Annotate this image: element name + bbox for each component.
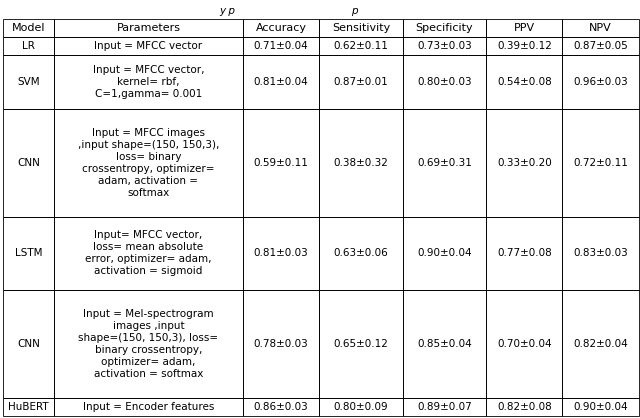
Bar bbox=[243, 217, 319, 290]
Text: LSTM: LSTM bbox=[15, 248, 42, 258]
Text: Input = MFCC vector: Input = MFCC vector bbox=[94, 41, 202, 51]
Text: Model: Model bbox=[12, 23, 45, 33]
Bar bbox=[54, 19, 243, 37]
Bar bbox=[403, 37, 486, 55]
Bar bbox=[243, 109, 319, 217]
Text: 0.82±0.08: 0.82±0.08 bbox=[497, 402, 552, 412]
Text: Input= MFCC vector,
loss= mean absolute
error, optimizer= adam,
activation = sig: Input= MFCC vector, loss= mean absolute … bbox=[85, 230, 212, 276]
Text: NPV: NPV bbox=[589, 23, 612, 33]
Text: 0.70±0.04: 0.70±0.04 bbox=[497, 339, 552, 349]
Text: 0.81±0.03: 0.81±0.03 bbox=[253, 248, 308, 258]
Bar bbox=[3, 109, 54, 217]
Text: 0.96±0.03: 0.96±0.03 bbox=[573, 77, 628, 87]
Text: y p                                    p: y p p bbox=[220, 6, 420, 16]
Text: Input = Encoder features: Input = Encoder features bbox=[83, 402, 214, 412]
Bar bbox=[319, 37, 403, 55]
Bar bbox=[243, 290, 319, 398]
Bar bbox=[563, 109, 639, 217]
Bar bbox=[563, 55, 639, 109]
Text: 0.87±0.01: 0.87±0.01 bbox=[333, 77, 388, 87]
Text: Sensitivity: Sensitivity bbox=[332, 23, 390, 33]
Text: Accuracy: Accuracy bbox=[255, 23, 307, 33]
Text: 0.69±0.31: 0.69±0.31 bbox=[417, 158, 472, 168]
Bar bbox=[3, 55, 54, 109]
Bar bbox=[54, 109, 243, 217]
Bar bbox=[403, 109, 486, 217]
Text: CNN: CNN bbox=[17, 339, 40, 349]
Bar bbox=[563, 37, 639, 55]
Bar bbox=[319, 55, 403, 109]
Bar bbox=[319, 109, 403, 217]
Text: 0.39±0.12: 0.39±0.12 bbox=[497, 41, 552, 51]
Bar bbox=[486, 37, 563, 55]
Text: 0.72±0.11: 0.72±0.11 bbox=[573, 158, 628, 168]
Bar bbox=[54, 398, 243, 416]
Text: 0.81±0.04: 0.81±0.04 bbox=[253, 77, 308, 87]
Text: 0.87±0.05: 0.87±0.05 bbox=[573, 41, 628, 51]
Bar bbox=[403, 19, 486, 37]
Bar bbox=[486, 19, 563, 37]
Bar bbox=[319, 217, 403, 290]
Bar bbox=[54, 217, 243, 290]
Text: 0.85±0.04: 0.85±0.04 bbox=[417, 339, 472, 349]
Bar bbox=[3, 37, 54, 55]
Text: PPV: PPV bbox=[514, 23, 535, 33]
Bar bbox=[243, 37, 319, 55]
Text: 0.77±0.08: 0.77±0.08 bbox=[497, 248, 552, 258]
Text: 0.59±0.11: 0.59±0.11 bbox=[253, 158, 308, 168]
Text: 0.71±0.04: 0.71±0.04 bbox=[253, 41, 308, 51]
Text: 0.86±0.03: 0.86±0.03 bbox=[253, 402, 308, 412]
Bar bbox=[486, 109, 563, 217]
Text: Specificity: Specificity bbox=[415, 23, 473, 33]
Text: 0.90±0.04: 0.90±0.04 bbox=[417, 248, 472, 258]
Text: Input = Mel-spectrogram
images ,input
shape=(150, 150,3), loss=
binary crossentr: Input = Mel-spectrogram images ,input sh… bbox=[78, 309, 218, 379]
Text: 0.78±0.03: 0.78±0.03 bbox=[253, 339, 308, 349]
Text: Parameters: Parameters bbox=[116, 23, 180, 33]
Text: 0.82±0.04: 0.82±0.04 bbox=[573, 339, 628, 349]
Text: SVM: SVM bbox=[17, 77, 40, 87]
Text: 0.80±0.09: 0.80±0.09 bbox=[333, 402, 388, 412]
Bar bbox=[54, 55, 243, 109]
Bar bbox=[3, 217, 54, 290]
Bar bbox=[319, 19, 403, 37]
Bar bbox=[563, 398, 639, 416]
Bar bbox=[403, 55, 486, 109]
Text: 0.62±0.11: 0.62±0.11 bbox=[333, 41, 388, 51]
Text: 0.73±0.03: 0.73±0.03 bbox=[417, 41, 472, 51]
Bar bbox=[243, 19, 319, 37]
Bar bbox=[486, 55, 563, 109]
Bar bbox=[486, 398, 563, 416]
Bar bbox=[54, 290, 243, 398]
Bar bbox=[54, 37, 243, 55]
Text: 0.63±0.06: 0.63±0.06 bbox=[333, 248, 388, 258]
Text: 0.65±0.12: 0.65±0.12 bbox=[333, 339, 388, 349]
Bar bbox=[563, 217, 639, 290]
Text: 0.90±0.04: 0.90±0.04 bbox=[573, 402, 628, 412]
Bar bbox=[486, 217, 563, 290]
Text: 0.54±0.08: 0.54±0.08 bbox=[497, 77, 552, 87]
Bar bbox=[486, 290, 563, 398]
Bar bbox=[403, 290, 486, 398]
Text: 0.89±0.07: 0.89±0.07 bbox=[417, 402, 472, 412]
Bar bbox=[319, 290, 403, 398]
Text: Input = MFCC images
,input shape=(150, 150,3),
loss= binary
crossentropy, optimi: Input = MFCC images ,input shape=(150, 1… bbox=[78, 128, 219, 198]
Text: Input = MFCC vector,
kernel= rbf,
C=1,gamma= 0.001: Input = MFCC vector, kernel= rbf, C=1,ga… bbox=[93, 65, 204, 99]
Bar bbox=[403, 398, 486, 416]
Bar bbox=[3, 19, 54, 37]
Text: 0.38±0.32: 0.38±0.32 bbox=[333, 158, 388, 168]
Bar bbox=[403, 217, 486, 290]
Bar bbox=[243, 398, 319, 416]
Bar bbox=[563, 19, 639, 37]
Text: CNN: CNN bbox=[17, 158, 40, 168]
Bar bbox=[3, 398, 54, 416]
Text: HuBERT: HuBERT bbox=[8, 402, 49, 412]
Bar bbox=[563, 290, 639, 398]
Bar bbox=[319, 398, 403, 416]
Text: 0.80±0.03: 0.80±0.03 bbox=[417, 77, 472, 87]
Text: 0.33±0.20: 0.33±0.20 bbox=[497, 158, 552, 168]
Bar bbox=[3, 290, 54, 398]
Bar bbox=[243, 55, 319, 109]
Text: 0.83±0.03: 0.83±0.03 bbox=[573, 248, 628, 258]
Text: LR: LR bbox=[22, 41, 35, 51]
